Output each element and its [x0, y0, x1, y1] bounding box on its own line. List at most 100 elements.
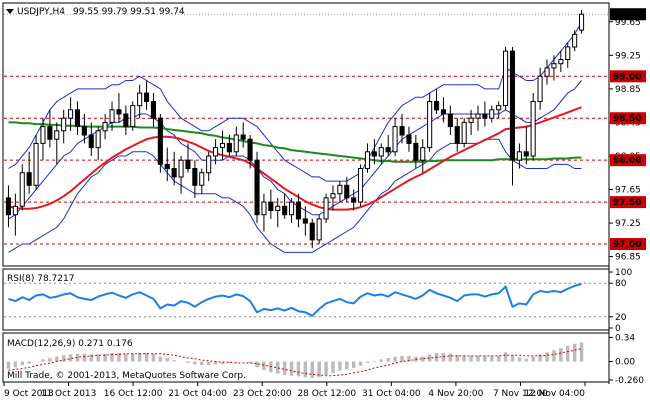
candle-body	[144, 92, 150, 102]
candle	[47, 109, 53, 148]
candle-body	[565, 46, 571, 61]
candle	[261, 193, 267, 232]
level-price-label: 99.00	[613, 72, 641, 82]
bollinger-upper-line	[8, 21, 582, 182]
candle	[579, 10, 585, 34]
candle-body	[33, 142, 39, 186]
level-price-label: 97.50	[613, 198, 641, 208]
candle	[523, 126, 529, 165]
candle	[371, 139, 377, 165]
candlesticks	[5, 10, 585, 249]
candle	[164, 147, 170, 182]
candle-body	[358, 168, 364, 203]
candle-body	[275, 205, 281, 212]
time-tick-label: 23 Oct 20:00	[233, 389, 292, 399]
candle-body	[509, 50, 515, 161]
macd-signal-line	[8, 348, 582, 377]
candle	[19, 164, 25, 211]
candle-body	[254, 159, 260, 216]
symbol-dropdown-icon[interactable]	[6, 9, 14, 14]
level-price-box	[610, 196, 646, 209]
candle-body	[123, 113, 129, 128]
candle	[337, 181, 343, 203]
candle-body	[461, 121, 467, 144]
candle-body	[12, 205, 18, 216]
candle	[537, 67, 543, 110]
ohlc-label: 99.55 99.79 99.51 99.74	[73, 7, 185, 17]
candle-body	[302, 218, 308, 224]
candle	[489, 105, 495, 123]
candle	[219, 130, 225, 161]
candle	[385, 135, 391, 156]
candle	[61, 109, 67, 144]
candle	[392, 118, 398, 156]
candle-body	[282, 205, 288, 216]
time-tick-label: 7 Nov 12:00	[493, 389, 548, 399]
candle-body	[40, 126, 46, 144]
candle	[116, 93, 122, 123]
candle	[434, 88, 440, 115]
macd-tick-label: -0.260	[615, 376, 644, 386]
candle-body	[19, 172, 25, 207]
rsi-line	[8, 282, 582, 317]
candle-body	[26, 172, 32, 186]
time-tick-label: 28 Oct 12:00	[297, 389, 356, 399]
candle	[40, 118, 46, 161]
candle-body	[178, 159, 184, 178]
candle	[358, 164, 364, 207]
candle	[74, 101, 81, 135]
candle	[130, 101, 136, 131]
level-price-label: 98.50	[613, 114, 641, 124]
candle	[240, 122, 246, 148]
candle-body	[530, 101, 536, 157]
candle-body	[61, 117, 67, 132]
candle-body	[516, 151, 522, 161]
candle-body	[95, 130, 101, 149]
level-price-box	[610, 70, 646, 83]
candle	[482, 101, 488, 127]
candle	[364, 143, 370, 173]
candle	[88, 122, 94, 156]
time-tick-label: 11 Oct 2013	[41, 389, 97, 399]
price-tick-label: 97.65	[615, 186, 641, 196]
candle	[275, 197, 281, 228]
horizontal-level-lines	[4, 13, 608, 245]
candle-body	[130, 105, 136, 128]
candle-body	[427, 101, 433, 149]
current-price-label: 99.74	[613, 10, 641, 20]
candle	[572, 30, 578, 52]
macd-title: MACD(12,26,9) 0.271 0.176	[7, 339, 133, 349]
rsi-tick-label: 100	[615, 268, 632, 278]
candle-body	[47, 126, 53, 140]
candle-body	[199, 172, 205, 186]
candle-body	[351, 197, 357, 203]
moving-averages	[8, 106, 582, 211]
candle	[192, 160, 198, 198]
macd-tick-label: 0.00	[615, 358, 635, 368]
level-price-box	[610, 154, 646, 167]
rsi-tick-label: 80	[615, 279, 627, 289]
candle-body	[81, 126, 87, 136]
candle-body	[392, 126, 398, 153]
candle	[289, 197, 295, 224]
candle-body	[5, 197, 11, 216]
candle-body	[102, 121, 108, 132]
level-price-box	[610, 238, 646, 251]
candle	[178, 155, 184, 194]
candle-body	[344, 184, 350, 199]
ma-fast-line	[8, 106, 582, 211]
candle-body	[88, 134, 94, 149]
candle-body	[68, 109, 74, 119]
candle-body	[219, 142, 225, 149]
candle	[544, 59, 550, 85]
candle-body	[309, 222, 315, 241]
candle-body	[261, 201, 267, 216]
candle	[123, 105, 129, 135]
candle	[330, 185, 336, 211]
candle-body	[378, 147, 384, 157]
candle-body	[337, 184, 343, 195]
level-price-label: 97.00	[613, 240, 641, 250]
